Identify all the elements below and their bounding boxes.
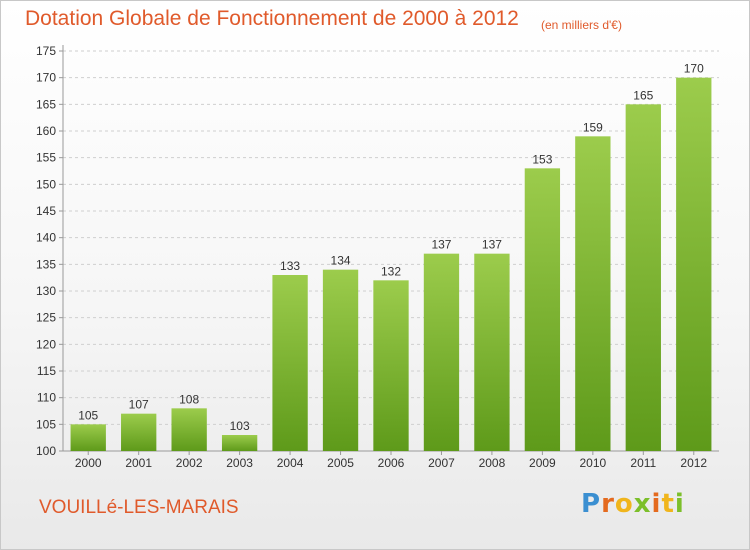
x-tick-label: 2001 — [125, 456, 152, 470]
y-tick-label: 135 — [36, 257, 56, 271]
x-tick-label: 2011 — [630, 456, 656, 470]
bar-value-label: 108 — [179, 392, 199, 406]
bar-value-label: 137 — [482, 238, 502, 252]
y-tick-label: 120 — [36, 337, 56, 351]
x-tick-label: 2004 — [277, 456, 304, 470]
bar — [70, 424, 106, 451]
bar — [676, 77, 712, 452]
y-tick-label: 165 — [36, 97, 56, 111]
x-tick-label: 2007 — [428, 456, 455, 470]
chart-unit: (en milliers d'€) — [541, 18, 622, 32]
y-tick-label: 150 — [36, 177, 56, 191]
bar — [171, 408, 207, 451]
bar-value-label: 134 — [331, 254, 351, 268]
proxiti-logo: Proxiti — [581, 489, 685, 519]
y-tick-label: 110 — [37, 391, 56, 405]
bar-value-label: 133 — [280, 259, 300, 273]
bar-value-label: 159 — [583, 120, 603, 134]
y-tick-label: 175 — [36, 44, 56, 58]
bar-value-label: 132 — [381, 264, 401, 278]
bar — [524, 168, 561, 452]
y-tick-label: 155 — [36, 151, 56, 165]
chart-title: Dotation Globale de Fonctionnement de 20… — [25, 7, 519, 30]
y-tick-label: 160 — [36, 124, 56, 138]
bar-value-label: 107 — [129, 398, 149, 412]
bar-value-label: 153 — [532, 152, 552, 166]
bar — [423, 253, 460, 451]
bar-value-label: 170 — [684, 62, 704, 76]
bar — [221, 435, 258, 451]
x-tick-label: 2010 — [579, 456, 606, 470]
y-tick-label: 105 — [36, 417, 56, 431]
x-tick-label: 2012 — [680, 456, 707, 470]
y-tick-label: 125 — [36, 311, 56, 325]
y-tick-label: 140 — [36, 231, 56, 245]
y-tick-label: 115 — [37, 364, 56, 378]
y-tick-label: 100 — [36, 444, 56, 458]
x-tick-label: 2005 — [327, 456, 354, 470]
x-tick-label: 2000 — [75, 456, 102, 470]
bar-value-label: 165 — [633, 88, 653, 102]
bar-value-label: 105 — [78, 408, 98, 422]
x-tick-label: 2008 — [479, 456, 506, 470]
y-tick-label: 130 — [36, 284, 56, 298]
bar — [373, 280, 409, 451]
bar — [322, 269, 359, 451]
bar — [474, 253, 510, 451]
bar — [625, 104, 661, 451]
x-tick-label: 2002 — [176, 456, 203, 470]
commune-name: VOUILLé-LES-MARAIS — [39, 497, 239, 518]
x-tick-label: 2003 — [226, 456, 253, 470]
x-tick-label: 2009 — [529, 456, 556, 470]
bar — [575, 136, 611, 452]
x-tick-label: 2006 — [378, 456, 405, 470]
bar — [121, 413, 157, 451]
y-tick-label: 145 — [36, 204, 56, 218]
bar — [272, 275, 308, 451]
bar-value-label: 137 — [431, 238, 451, 252]
y-tick-label: 170 — [36, 71, 56, 85]
bar-value-label: 103 — [230, 419, 250, 433]
